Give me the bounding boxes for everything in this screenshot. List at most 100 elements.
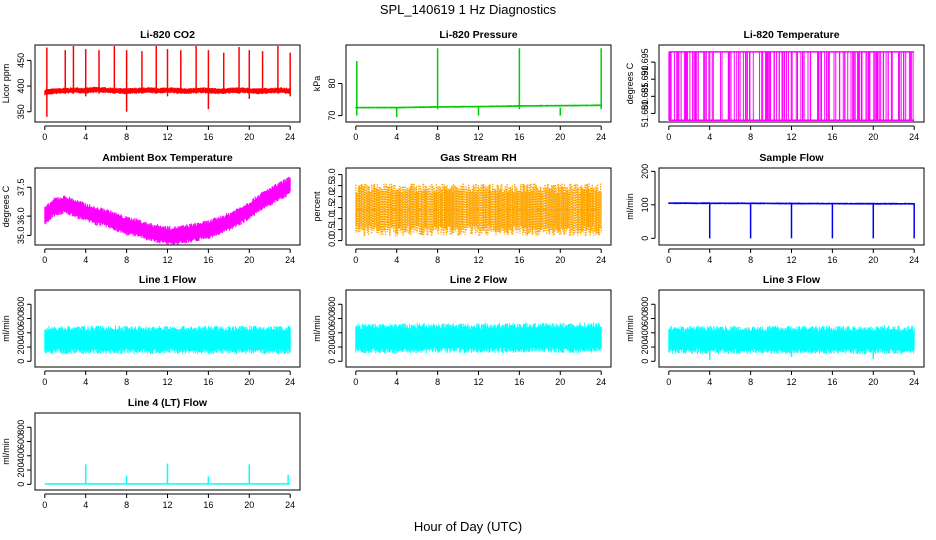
x-tick-label: 16 bbox=[203, 377, 213, 387]
y-tick-label: 200 bbox=[640, 164, 650, 179]
x-tick-label: 4 bbox=[707, 255, 712, 265]
panel-ylabel: ml/min bbox=[1, 438, 11, 465]
plot-data bbox=[44, 325, 291, 355]
y-tick-label: 400 bbox=[16, 448, 26, 463]
y-tick-label: 0 bbox=[16, 482, 26, 487]
x-tick-label: 4 bbox=[83, 500, 88, 510]
x-tick-label: 12 bbox=[162, 500, 172, 510]
x-tick-label: 0 bbox=[666, 132, 671, 142]
y-tick-label: 80 bbox=[327, 78, 337, 88]
plot-data bbox=[668, 51, 915, 122]
series-line bbox=[355, 337, 602, 340]
chart-panel-9: Line 3 Flow ml/min 0 4 8 12 16 20 24 0 20040060080… bbox=[625, 274, 925, 387]
panel-title: Li-820 Pressure bbox=[439, 29, 517, 41]
x-tick-label: 8 bbox=[124, 377, 129, 387]
x-tick-label: 20 bbox=[868, 255, 878, 265]
x-tick-label: 24 bbox=[285, 132, 295, 142]
plot-data bbox=[355, 322, 602, 354]
x-tick-label: 8 bbox=[124, 255, 129, 265]
series-line bbox=[44, 184, 291, 236]
x-tick-label: 20 bbox=[244, 132, 254, 142]
x-tick-label: 4 bbox=[707, 132, 712, 142]
x-tick-label: 16 bbox=[203, 500, 213, 510]
y-tick-label: 3.0 bbox=[327, 168, 337, 181]
x-tick-label: 0 bbox=[353, 132, 358, 142]
plot-frame bbox=[345, 167, 612, 246]
x-tick-label: 8 bbox=[748, 132, 753, 142]
x-tick-label: 12 bbox=[473, 132, 483, 142]
y-tick-label: 200 bbox=[16, 463, 26, 478]
x-tick-label: 24 bbox=[596, 377, 606, 387]
y-tick-label: 200 bbox=[16, 340, 26, 355]
panel-ylabel: ml/min bbox=[1, 315, 11, 342]
x-tick-label: 4 bbox=[83, 132, 88, 142]
panel-title: Sample Flow bbox=[759, 152, 824, 164]
plot-data bbox=[355, 48, 602, 118]
y-tick-label: 51.690 bbox=[640, 65, 650, 93]
x-tick-label: 16 bbox=[514, 132, 524, 142]
plot-frame bbox=[658, 44, 925, 123]
y-tick-label: 400 bbox=[16, 79, 26, 94]
plot-frame bbox=[34, 44, 301, 123]
chart-panel-3: Li-820 Temperature degrees C 0 4 8 12 16 20 24 51… bbox=[625, 29, 925, 142]
y-tick-label: 800 bbox=[327, 297, 337, 312]
chart-panel-1: Li-820 CO2 Licor ppm 0 4 8 12 16 20 24 350 400 450 bbox=[1, 29, 301, 142]
chart-panel-2: Li-820 Pressure kPa 0 4 8 12 16 20 24 70 80 bbox=[312, 29, 612, 142]
panel-title: Ambient Box Temperature bbox=[102, 152, 233, 164]
y-tick-label: 400 bbox=[16, 325, 26, 340]
plot-data bbox=[668, 325, 915, 360]
y-tick-label: 450 bbox=[16, 53, 26, 68]
x-tick-label: 24 bbox=[285, 377, 295, 387]
x-tick-label: 4 bbox=[394, 377, 399, 387]
x-tick-label: 8 bbox=[124, 500, 129, 510]
x-tick-label: 16 bbox=[827, 255, 837, 265]
plot-data bbox=[668, 202, 915, 239]
y-tick-label: 1.5 bbox=[327, 201, 337, 214]
x-tick-label: 24 bbox=[596, 132, 606, 142]
panel-title: Li-820 CO2 bbox=[140, 29, 195, 41]
x-tick-label: 20 bbox=[868, 377, 878, 387]
panel-ylabel: degrees C bbox=[1, 185, 11, 227]
panel-ylabel: ml/min bbox=[312, 315, 322, 342]
x-tick-label: 20 bbox=[555, 132, 565, 142]
x-tick-label: 20 bbox=[244, 500, 254, 510]
panel-ylabel: degrees C bbox=[625, 62, 635, 104]
x-tick-label: 16 bbox=[514, 377, 524, 387]
x-tick-label: 16 bbox=[827, 377, 837, 387]
x-tick-label: 20 bbox=[555, 255, 565, 265]
panel-title: Line 1 Flow bbox=[139, 274, 197, 286]
panel-ylabel: percent bbox=[312, 191, 322, 222]
x-tick-label: 24 bbox=[909, 377, 919, 387]
x-tick-label: 12 bbox=[162, 132, 172, 142]
y-tick-label: 37.5 bbox=[16, 178, 26, 196]
chart-panel-7: Line 1 Flow ml/min 0 4 8 12 16 20 24 0 20040060080… bbox=[1, 274, 301, 387]
y-tick-label: 400 bbox=[640, 325, 650, 340]
figure-xlabel: Hour of Day (UTC) bbox=[414, 519, 522, 534]
x-tick-label: 0 bbox=[42, 255, 47, 265]
y-tick-label: 600 bbox=[16, 434, 26, 449]
chart-panel-5: Gas Stream RH percent 0 4 8 12 16 20 24 0.00.51.0… bbox=[312, 152, 612, 265]
x-tick-label: 12 bbox=[786, 132, 796, 142]
y-tick-label: 800 bbox=[640, 297, 650, 312]
x-tick-label: 8 bbox=[435, 132, 440, 142]
panel-title: Line 2 Flow bbox=[450, 274, 508, 286]
panel-title: Gas Stream RH bbox=[440, 152, 516, 164]
y-tick-label: 600 bbox=[640, 311, 650, 326]
plot-frame bbox=[658, 167, 925, 246]
x-tick-label: 0 bbox=[42, 132, 47, 142]
y-tick-label: 2.5 bbox=[327, 179, 337, 192]
panel-ylabel: kPa bbox=[312, 76, 322, 92]
y-tick-label: 0.0 bbox=[327, 234, 337, 247]
x-tick-label: 24 bbox=[909, 255, 919, 265]
x-tick-label: 24 bbox=[285, 500, 295, 510]
x-tick-label: 8 bbox=[435, 255, 440, 265]
y-tick-label: 2.0 bbox=[327, 190, 337, 203]
chart-panel-4: Ambient Box Temperature degrees C 0 4 8 12 16 2… bbox=[1, 152, 301, 265]
y-tick-label: 800 bbox=[16, 297, 26, 312]
chart-panel-8: Line 2 Flow ml/min 0 4 8 12 16 20 24 0 20040060080… bbox=[312, 274, 612, 387]
x-tick-label: 16 bbox=[203, 255, 213, 265]
y-tick-label: 36.0 bbox=[16, 207, 26, 225]
y-tick-label: 200 bbox=[640, 340, 650, 355]
x-tick-label: 0 bbox=[666, 255, 671, 265]
